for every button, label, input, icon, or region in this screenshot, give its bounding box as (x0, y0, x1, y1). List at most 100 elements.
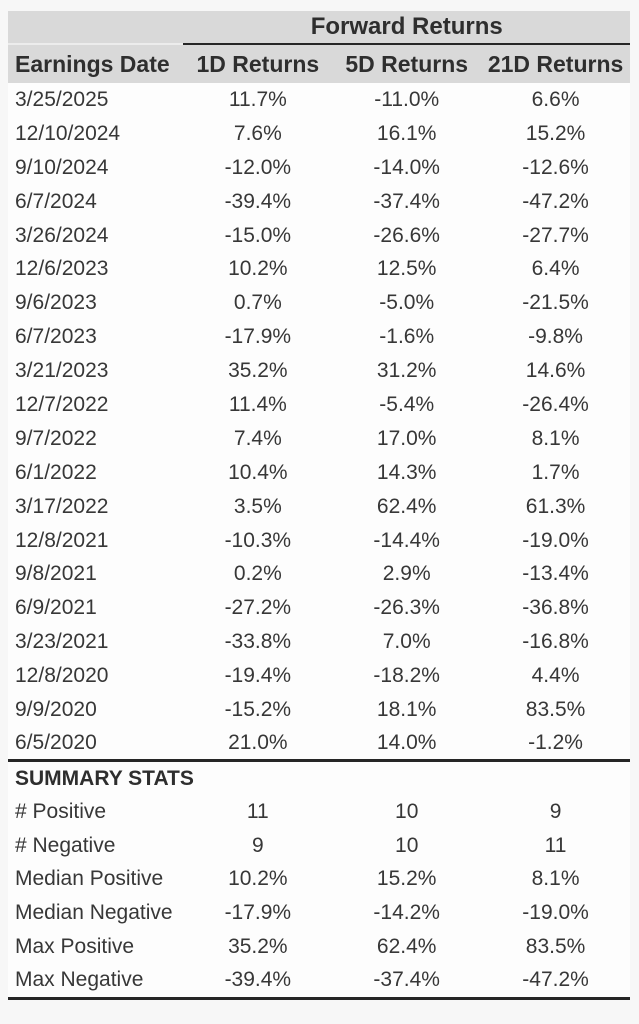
summary-stat-row: Median Positive 10.2% 15.2% 8.1% (8, 862, 630, 896)
table-row: 3/23/2021 -33.8% 7.0% -16.8% (8, 625, 630, 659)
return-1d-cell: 21.0% (183, 726, 333, 763)
return-5d-cell: -5.0% (379, 291, 435, 315)
summary-stat-label: Max Positive (15, 935, 135, 959)
return-1d-cell: 7.4% (233, 426, 282, 450)
summary-5d-value: -37.4% (332, 964, 482, 1000)
summary-stats-title-row: SUMMARY STATS (8, 761, 630, 795)
return-1d-cell: -12.0% (224, 155, 292, 179)
summary-stat-row: # Positive 11 10 9 (8, 795, 630, 829)
forward-returns-table-container: Forward Returns Earnings Date 1D Returns… (8, 11, 630, 1000)
summary-1d-value: -17.9% (224, 901, 292, 925)
return-21d-cell: -27.7% (522, 223, 589, 247)
return-5d-cell: -1.6% (379, 325, 435, 349)
return-21d-cell: -19.0% (522, 528, 589, 552)
return-1d-cell: -10.3% (224, 528, 292, 552)
column-header-5d-returns: 5D Returns (332, 44, 482, 83)
summary-stat-label: Median Positive (15, 867, 164, 891)
return-21d-cell: -36.8% (522, 596, 589, 620)
return-21d-cell: -9.8% (528, 325, 583, 349)
earnings-date-cell: 9/10/2024 (15, 155, 109, 179)
table-row: 12/6/2023 10.2% 12.5% 6.4% (8, 252, 630, 286)
earnings-date-cell: 3/26/2024 (15, 223, 109, 247)
return-5d-cell: -26.6% (373, 223, 440, 247)
return-21d-cell: -1.2% (481, 726, 630, 763)
summary-1d-value: 10.2% (228, 867, 288, 891)
column-header-1d-returns: 1D Returns (183, 44, 333, 83)
earnings-date-cell: 3/23/2021 (15, 630, 109, 654)
summary-1d-value: 35.2% (228, 935, 288, 959)
earnings-date-cell: 6/7/2024 (15, 189, 97, 213)
return-21d-cell: -26.4% (522, 392, 589, 416)
column-header-earnings-date: Earnings Date (8, 44, 184, 83)
return-5d-cell: 18.1% (376, 697, 437, 721)
return-5d-cell: 12.5% (376, 257, 437, 281)
summary-stats-section: SUMMARY STATS # Positive 11 10 9 # Negative 9 1… (8, 761, 630, 1000)
return-5d-cell: -5.4% (379, 392, 435, 416)
summary-1d-value: 11 (246, 799, 269, 823)
table-row: 3/25/2025 11.7% -11.0% 6.6% (8, 83, 630, 117)
return-1d-cell: 0.7% (233, 291, 282, 315)
summary-stat-row: # Negative 9 10 11 (8, 829, 630, 863)
table-row: 9/6/2023 0.7% -5.0% -21.5% (8, 286, 630, 320)
return-21d-cell: 4.4% (531, 664, 580, 688)
earnings-date-cell: 12/8/2021 (15, 528, 109, 552)
summary-5d-value: -14.2% (373, 901, 440, 925)
return-5d-cell: -14.4% (373, 528, 440, 552)
earnings-date-cell: 6/5/2020 (8, 726, 184, 763)
earnings-date-cell: 9/9/2020 (15, 697, 97, 721)
return-21d-cell: 15.2% (525, 121, 586, 145)
return-1d-cell: -19.4% (224, 664, 292, 688)
return-1d-cell: 11.7% (228, 87, 287, 111)
forward-returns-table: Forward Returns Earnings Date 1D Returns… (8, 11, 630, 1000)
return-1d-cell: 3.5% (233, 494, 282, 518)
summary-1d-value: 9 (251, 833, 264, 857)
table-row: 6/1/2022 10.4% 14.3% 1.7% (8, 456, 630, 490)
table-row: 3/26/2024 -15.0% -26.6% -27.7% (8, 219, 630, 253)
return-21d-cell: 61.3% (525, 494, 586, 518)
return-1d-cell: 10.2% (228, 257, 288, 281)
table-row: 6/7/2023 -17.9% -1.6% -9.8% (8, 320, 630, 354)
return-21d-cell: -13.4% (522, 562, 589, 586)
return-1d-cell: -15.0% (224, 223, 292, 247)
return-1d-cell: 7.6% (233, 121, 282, 145)
summary-1d-value: -39.4% (183, 964, 333, 1000)
return-5d-cell: 2.9% (382, 562, 431, 586)
return-1d-cell: 0.2% (233, 562, 282, 586)
table-row: 12/8/2020 -19.4% -18.2% 4.4% (8, 659, 630, 693)
table-row: 9/9/2020 -15.2% 18.1% 83.5% (8, 693, 630, 727)
return-5d-cell: 16.1% (376, 121, 437, 145)
table-row: 12/7/2022 11.4% -5.4% -26.4% (8, 388, 630, 422)
return-21d-cell: -47.2% (522, 189, 589, 213)
table-row: 3/21/2023 35.2% 31.2% 14.6% (8, 354, 630, 388)
summary-5d-value: 10 (395, 799, 419, 823)
table-row: 9/7/2022 7.4% 17.0% 8.1% (8, 422, 630, 456)
summary-stat-row: Max Positive 35.2% 62.4% 83.5% (8, 930, 630, 964)
return-1d-cell: -33.8% (224, 630, 292, 654)
return-5d-cell: 7.0% (382, 630, 431, 654)
summary-stat-row: Median Negative -17.9% -14.2% -19.0% (8, 896, 630, 930)
table-row: 6/5/2020 21.0% 14.0% -1.2% (8, 726, 630, 763)
table-row: 9/10/2024 -12.0% -14.0% -12.6% (8, 151, 630, 185)
return-21d-cell: -12.6% (522, 155, 589, 179)
summary-21d-value: -19.0% (522, 901, 589, 925)
summary-21d-value: -47.2% (481, 964, 630, 1000)
return-5d-cell: -18.2% (373, 664, 440, 688)
table-header: Forward Returns Earnings Date 1D Returns… (8, 11, 630, 83)
table-row: 3/17/2022 3.5% 62.4% 61.3% (8, 490, 630, 524)
earnings-date-cell: 9/7/2022 (15, 426, 97, 450)
summary-5d-value: 10 (395, 833, 419, 857)
return-1d-cell: 11.4% (228, 392, 287, 416)
summary-5d-value: 62.4% (376, 935, 437, 959)
earnings-date-cell: 6/9/2021 (15, 596, 97, 620)
return-1d-cell: -15.2% (224, 697, 292, 721)
summary-21d-value: 83.5% (525, 935, 586, 959)
spanner-header-row: Forward Returns (8, 11, 630, 45)
column-header-row: Earnings Date 1D Returns 5D Returns 21D … (8, 44, 630, 83)
table-row: 6/9/2021 -27.2% -26.3% -36.8% (8, 591, 630, 625)
summary-21d-value: 8.1% (531, 867, 580, 891)
earnings-date-cell: 12/7/2022 (15, 392, 109, 416)
return-5d-cell: -37.4% (373, 189, 440, 213)
return-5d-cell: -11.0% (374, 87, 440, 111)
return-21d-cell: 83.5% (525, 697, 586, 721)
return-1d-cell: 10.4% (228, 460, 288, 484)
